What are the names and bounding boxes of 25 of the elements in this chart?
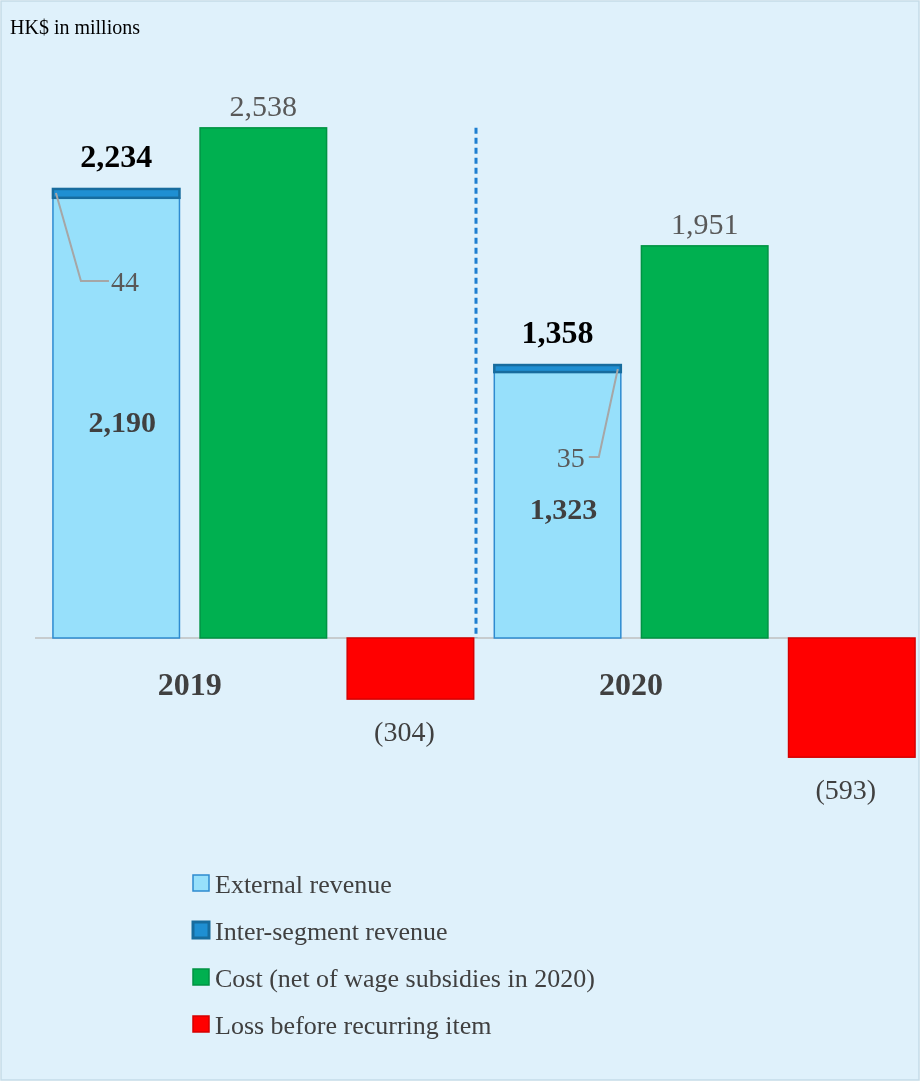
bar (640, 245, 769, 639)
data-label: 1,323 (529, 492, 598, 526)
bar (787, 637, 916, 758)
bar (493, 371, 622, 639)
data-label: (304) (374, 716, 435, 748)
legend-label: Cost (net of wage subsidies in 2020) (215, 964, 595, 993)
y-axis-title: HK$ in millions (10, 16, 141, 38)
legend-label: Loss before recurring item (215, 1011, 492, 1040)
x-tick-label: 2020 (599, 666, 664, 702)
legend-label: External revenue (215, 870, 392, 899)
bar (199, 127, 328, 639)
bar (493, 363, 623, 374)
x-tick-label: 2019 (157, 666, 222, 702)
bar (51, 187, 181, 200)
data-label: 1,951 (670, 206, 739, 240)
data-label: 44 (110, 265, 139, 297)
data-label: 35 (556, 442, 585, 474)
bar (346, 637, 475, 700)
data-label: 2,190 (88, 404, 156, 438)
data-label: 2,538 (229, 88, 298, 122)
total-label: 2,234 (80, 137, 153, 174)
legend-label: Inter-segment revenue (215, 917, 448, 946)
bar (52, 197, 181, 639)
data-label: (593) (815, 774, 877, 806)
total-label: 1,358 (521, 314, 594, 351)
